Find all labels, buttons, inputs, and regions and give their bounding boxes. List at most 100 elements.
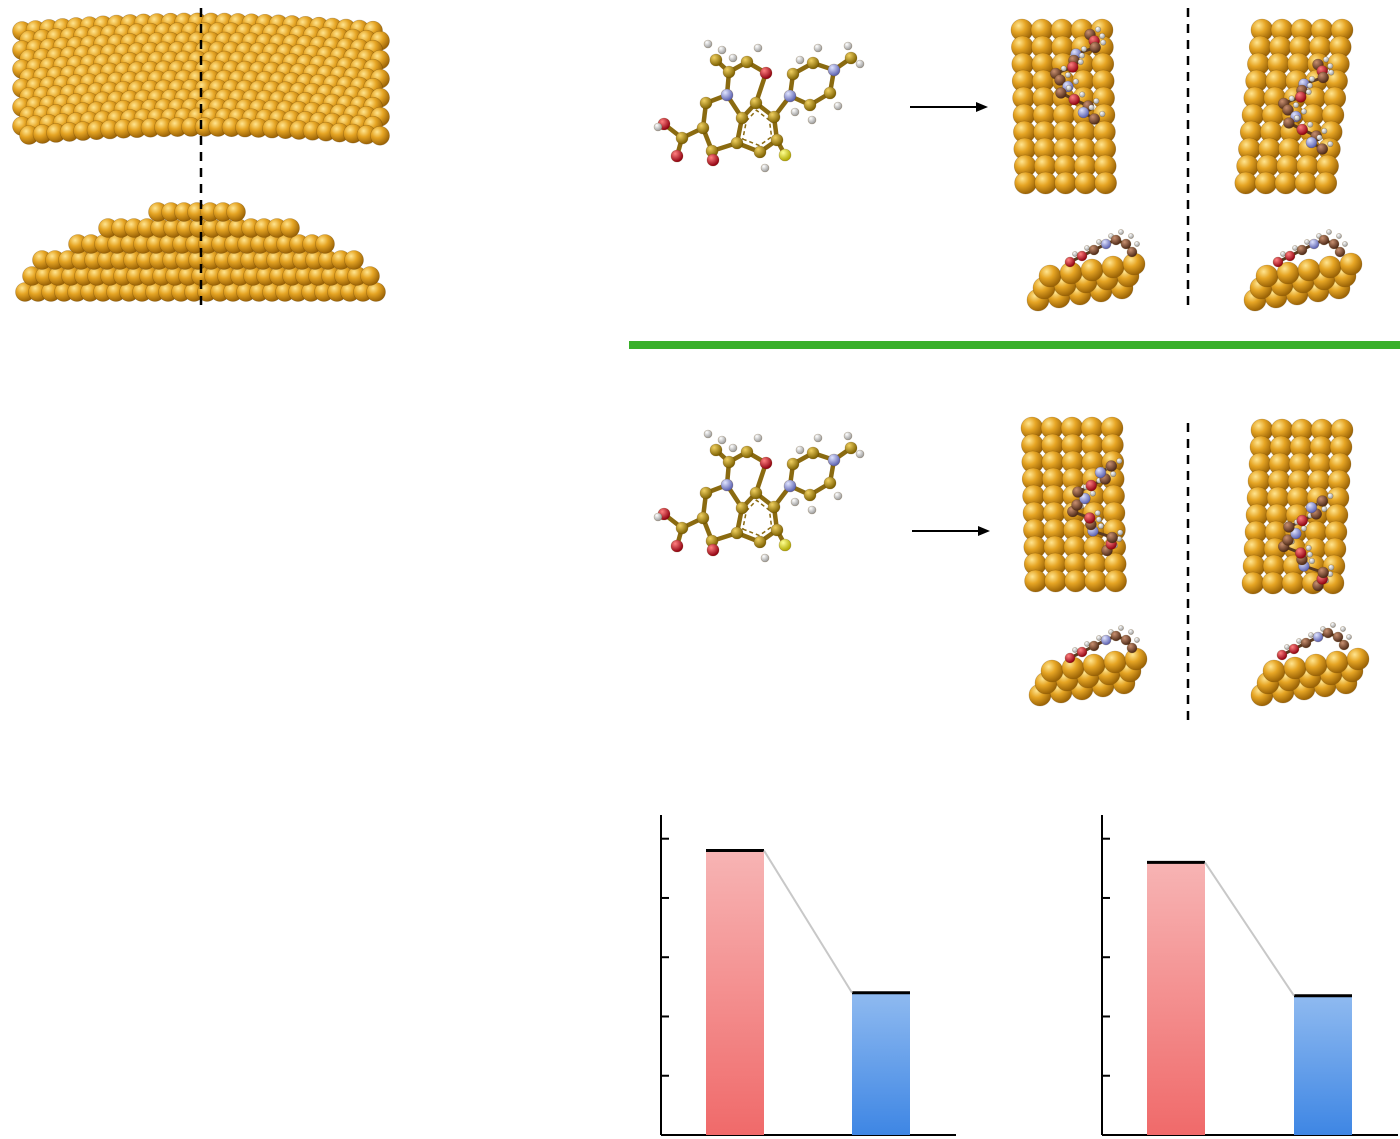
gold-atom <box>226 202 246 222</box>
hydrogen-atom <box>1321 127 1328 135</box>
bar-adsorbed <box>1294 995 1352 1135</box>
hydrogen-atom <box>653 122 663 132</box>
hydrogen-atom <box>1079 91 1086 98</box>
gold-atom <box>1262 659 1286 683</box>
carbon-atom <box>1105 460 1118 472</box>
bar-initial <box>1147 862 1205 1135</box>
carbon-atom <box>709 53 723 67</box>
gold-atom <box>1024 569 1047 593</box>
carbon-atom <box>1126 246 1138 258</box>
carbon-atom <box>1316 143 1329 155</box>
hydrogen-atom <box>1128 233 1134 239</box>
free-molecule-row1 <box>653 39 865 173</box>
gold-atom <box>1104 569 1127 593</box>
gold-atom <box>1038 264 1062 288</box>
gold-atom <box>360 266 380 286</box>
oxygen-atom <box>1083 512 1096 524</box>
carbon-atom <box>806 446 820 460</box>
gold-atom <box>1234 171 1258 195</box>
oxygen-atom <box>670 149 684 163</box>
carbon-atom <box>1054 74 1066 86</box>
gold-atom <box>315 234 335 254</box>
oxygen-atom <box>706 543 720 557</box>
nitrogen-atom <box>827 63 841 77</box>
oxygen-atom <box>706 153 720 167</box>
gold-atom <box>1064 569 1087 593</box>
hydrogen-atom <box>833 101 843 111</box>
carbon-atom <box>1088 113 1101 125</box>
carbon-atom <box>709 443 723 457</box>
gold-atom <box>1283 656 1307 680</box>
carbon-atom <box>749 96 763 110</box>
nitrogen-atom <box>1308 238 1320 250</box>
hydrogen-atom <box>1328 564 1335 571</box>
gold-atom <box>1082 653 1106 677</box>
oxygen-atom <box>1085 479 1098 492</box>
hydrogen-atom <box>760 553 770 563</box>
oxygen-atom <box>1064 652 1076 664</box>
right-arrow-icon-row2 <box>912 526 990 536</box>
carbon-atom <box>696 121 710 135</box>
hydrogen-atom <box>1128 629 1134 635</box>
hydrogen-atom <box>1064 71 1072 79</box>
carbon-atom <box>1332 631 1344 643</box>
hydrogen-atom <box>1342 241 1348 247</box>
carbon-atom <box>1089 41 1101 54</box>
carbon-atom <box>722 65 736 79</box>
hydrogen-atom <box>1118 625 1124 631</box>
carbon-atom <box>730 136 744 150</box>
adsorbed-config-row1-left <box>1010 18 1146 312</box>
hydrogen-atom <box>1306 551 1314 558</box>
carbon-atom <box>806 56 820 70</box>
hydrogen-atom <box>717 435 727 445</box>
oxygen-atom <box>1296 514 1309 527</box>
hydrogen-atom <box>843 41 853 51</box>
gold-atom <box>1346 647 1370 671</box>
gold-atom <box>1080 258 1104 282</box>
hydrogen-atom <box>807 115 817 125</box>
carbon-atom <box>696 511 710 525</box>
carbon-atom <box>753 535 767 549</box>
gold-atom <box>1304 653 1328 677</box>
hydrogen-atom <box>1308 75 1316 83</box>
carbon-atom <box>786 67 800 81</box>
nitrogen-atom <box>1305 136 1318 149</box>
carbon-atom <box>1110 234 1122 246</box>
bar-adsorbed <box>852 992 910 1135</box>
carbon-atom <box>1120 238 1132 250</box>
nitrogen-atom <box>1077 106 1090 119</box>
hydrogen-atom <box>1094 26 1102 33</box>
hydrogen-atom <box>1327 492 1334 500</box>
hydrogen-atom <box>703 429 713 439</box>
oxygen-atom <box>1288 643 1300 655</box>
carbon-atom <box>770 523 784 537</box>
energy-bar-chart-left <box>660 815 956 1136</box>
hydrogen-atom <box>753 43 763 53</box>
hydrogen-atom <box>1099 32 1106 40</box>
hydrogen-atom <box>813 43 823 53</box>
carbon-atom <box>722 455 736 469</box>
carbon-atom <box>1300 637 1312 649</box>
gold-atom <box>1274 171 1298 195</box>
carbon-atom <box>1338 639 1350 651</box>
nitrogen-atom <box>1312 631 1324 643</box>
carbon-atom <box>1088 640 1100 652</box>
hydrogen-atom <box>1089 490 1096 497</box>
hydrogen-atom <box>1288 95 1295 102</box>
gold-atom <box>1094 171 1117 195</box>
carbon-atom <box>767 110 781 124</box>
carbon-atom <box>803 98 817 112</box>
oxygen-atom <box>1272 256 1284 268</box>
hydrogen-atom <box>1134 637 1140 643</box>
hydrogen-atom <box>1100 39 1107 46</box>
gold-atom <box>1318 255 1342 279</box>
nanoparticle-side-view <box>15 202 386 302</box>
gold-atom <box>1261 571 1285 595</box>
gold-atom <box>1294 171 1318 195</box>
hydrogen-atom <box>1134 241 1140 247</box>
carbon-atom <box>1334 246 1346 258</box>
adsorbed-config-row2-left <box>1020 416 1148 707</box>
hydrogen-atom <box>1118 229 1124 235</box>
carbon-atom <box>1120 634 1132 646</box>
nitrogen-atom <box>783 479 797 493</box>
